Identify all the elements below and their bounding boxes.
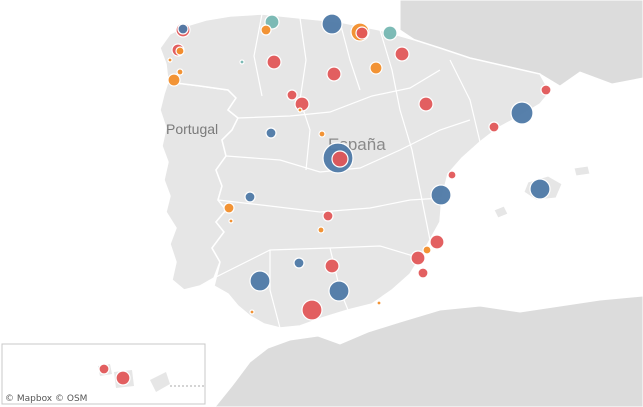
marker-m-laga[interactable] bbox=[301, 299, 323, 321]
land-canary-fuerteventura bbox=[150, 372, 170, 392]
marker-c-diz[interactable] bbox=[249, 309, 255, 315]
marker-sevilla[interactable] bbox=[249, 270, 271, 292]
attribution[interactable]: © Mapbox © OSM bbox=[5, 394, 87, 404]
label-portugal: Portugal bbox=[166, 121, 218, 137]
land-menorca bbox=[573, 165, 591, 177]
marker-girona[interactable] bbox=[540, 84, 552, 96]
attribution-mapbox[interactable]: © Mapbox bbox=[5, 394, 53, 404]
marker-le-n[interactable] bbox=[266, 54, 282, 70]
marker-layer[interactable] bbox=[98, 13, 552, 386]
marker-cartagena[interactable] bbox=[417, 267, 429, 279]
marker-zamora[interactable] bbox=[297, 107, 303, 113]
marker-las-palmas[interactable] bbox=[98, 363, 110, 375]
marker-ferrol[interactable] bbox=[177, 23, 189, 35]
marker-badajoz[interactable] bbox=[244, 191, 256, 203]
attribution-osm[interactable]: © OSM bbox=[55, 394, 88, 404]
marker-santa-cruz-de-tenerife[interactable] bbox=[115, 370, 131, 386]
marker-san-sebasti-n[interactable] bbox=[382, 25, 398, 41]
marker-segovia[interactable] bbox=[318, 130, 326, 138]
marker-castell-n[interactable] bbox=[447, 170, 457, 180]
marker-tarragona[interactable] bbox=[488, 121, 500, 133]
marker-c-rdoba[interactable] bbox=[293, 257, 305, 269]
marker-elche[interactable] bbox=[422, 245, 432, 255]
land-spain bbox=[159, 13, 551, 329]
marker-madrid[interactable] bbox=[331, 150, 349, 168]
marker-logro-o[interactable] bbox=[326, 66, 342, 82]
marker-ciudad-real[interactable] bbox=[322, 210, 334, 222]
marker-vigo[interactable] bbox=[167, 73, 181, 87]
marker-palencia[interactable] bbox=[239, 59, 245, 65]
land-ibiza bbox=[493, 205, 509, 219]
marker-bilbao[interactable] bbox=[355, 26, 369, 40]
marker-santander[interactable] bbox=[321, 13, 343, 35]
marker-palma[interactable] bbox=[529, 178, 551, 200]
marker-ourense[interactable] bbox=[167, 57, 173, 63]
marker-almer-a[interactable] bbox=[376, 300, 382, 306]
marker-pontevedra[interactable] bbox=[176, 68, 184, 76]
marker-gij-n[interactable] bbox=[260, 24, 272, 36]
marker-c-ceres[interactable] bbox=[223, 202, 235, 214]
marker-alicante[interactable] bbox=[429, 234, 445, 250]
land-africa bbox=[214, 295, 643, 407]
marker-murcia[interactable] bbox=[410, 250, 426, 266]
marker-salamanca[interactable] bbox=[265, 127, 277, 139]
marker-granada[interactable] bbox=[328, 280, 350, 302]
marker-m-rida[interactable] bbox=[228, 218, 234, 224]
marker-pamplona[interactable] bbox=[394, 46, 410, 62]
marker-valencia[interactable] bbox=[430, 184, 452, 206]
marker-ja-n[interactable] bbox=[324, 258, 340, 274]
marker-vitoria[interactable] bbox=[369, 61, 383, 75]
marker-toledo[interactable] bbox=[317, 226, 325, 234]
marker-zaragoza[interactable] bbox=[418, 96, 434, 112]
region-borders bbox=[213, 13, 481, 329]
marker-barcelona[interactable] bbox=[510, 101, 534, 125]
marker-burgos[interactable] bbox=[286, 89, 298, 101]
marker-santiago[interactable] bbox=[175, 46, 185, 56]
